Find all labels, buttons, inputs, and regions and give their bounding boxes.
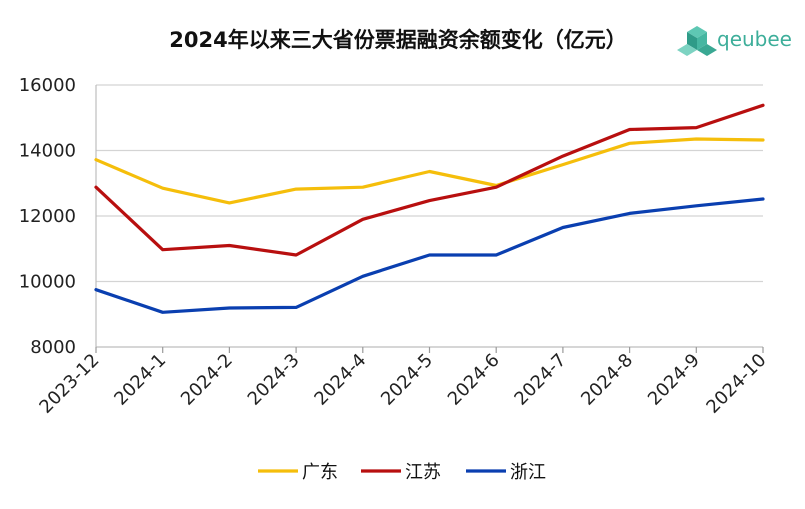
legend: 广东 江苏 浙江 [258, 462, 546, 483]
x-tick-label: 2024-5 [377, 350, 437, 410]
x-tick-label: 2024-6 [444, 350, 504, 410]
x-tick-label: 2024-3 [244, 350, 304, 410]
legend-label: 广东 [302, 462, 338, 483]
x-tick-label: 2024-2 [177, 350, 237, 410]
x-tick-label: 2024-8 [577, 350, 637, 410]
x-tick-label: 2023-12 [35, 350, 103, 418]
logo-text: qeubee [717, 27, 792, 51]
x-tick-label: 2024-7 [510, 350, 570, 410]
qeubee-logo-icon [677, 26, 717, 56]
x-tick-label: 2024-10 [702, 350, 770, 418]
x-tick-label: 2024-4 [310, 350, 370, 410]
y-tick-label: 16000 [19, 75, 76, 96]
series-line-2 [94, 197, 765, 314]
x-tick-label: 2024-9 [644, 350, 704, 410]
y-tick-label: 8000 [30, 337, 76, 358]
legend-label: 江苏 [405, 462, 441, 483]
legend-label: 浙江 [510, 462, 546, 483]
series [94, 103, 765, 314]
y-tick-label: 14000 [19, 141, 76, 162]
x-tick-label: 2024-1 [110, 350, 170, 410]
y-tick-label: 10000 [19, 272, 76, 293]
series-line-0 [94, 137, 765, 205]
grid [96, 84, 763, 283]
series-line-1 [94, 103, 765, 257]
chart-title: 2024年以来三大省份票据融资余额变化（亿元） [169, 28, 626, 52]
y-tick-label: 12000 [19, 206, 76, 227]
